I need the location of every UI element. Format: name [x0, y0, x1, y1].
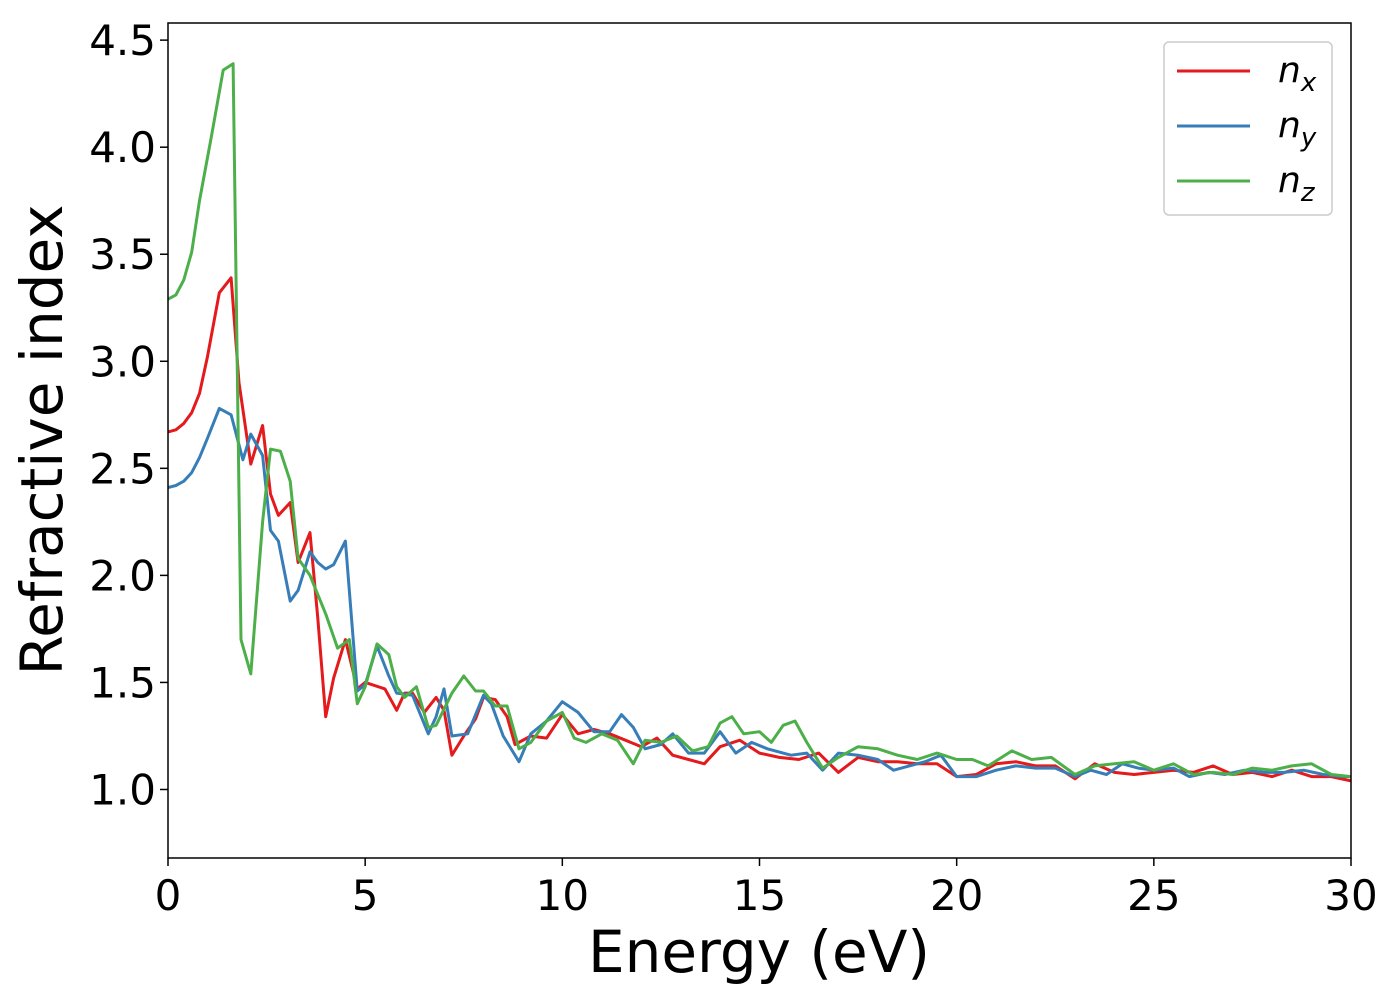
x-tick-label: 0 — [155, 871, 182, 920]
y-tick-label: 3.5 — [89, 230, 156, 279]
series-line-n_z — [167, 62, 1352, 779]
x-tick-label: 10 — [536, 871, 589, 920]
x-axis: 0 5 10 15 20 25 30 — [155, 858, 1378, 920]
y-tick-label: 2.5 — [89, 444, 156, 493]
x-tick-label: 5 — [352, 871, 379, 920]
legend: nx ny nz — [1163, 41, 1333, 216]
y-axis-title: Refractive index — [8, 204, 76, 675]
y-tick-label: 2.0 — [89, 551, 156, 600]
x-tick-label: 30 — [1324, 871, 1377, 920]
x-tick-label: 15 — [733, 871, 786, 920]
y-axis: 1.0 1.5 2.0 2.5 3.0 3.5 4.0 4.5 — [89, 16, 168, 814]
legend-label-n_x: nx — [1278, 50, 1317, 98]
y-tick-label: 4.0 — [89, 123, 156, 172]
y-tick-label: 1.0 — [89, 765, 156, 814]
legend-label-n_y: ny — [1278, 105, 1317, 153]
x-tick-label: 25 — [1127, 871, 1180, 920]
series-layer — [167, 62, 1352, 783]
legend-box — [1163, 41, 1333, 216]
series-line-n_y — [167, 406, 1351, 779]
y-tick-label: 3.0 — [89, 337, 156, 386]
y-tick-label: 1.5 — [89, 658, 156, 707]
x-axis-title: Energy (eV) — [588, 918, 930, 986]
x-tick-label: 20 — [930, 871, 983, 920]
legend-label-n_z: nz — [1278, 160, 1316, 208]
y-tick-label: 4.5 — [89, 16, 156, 65]
